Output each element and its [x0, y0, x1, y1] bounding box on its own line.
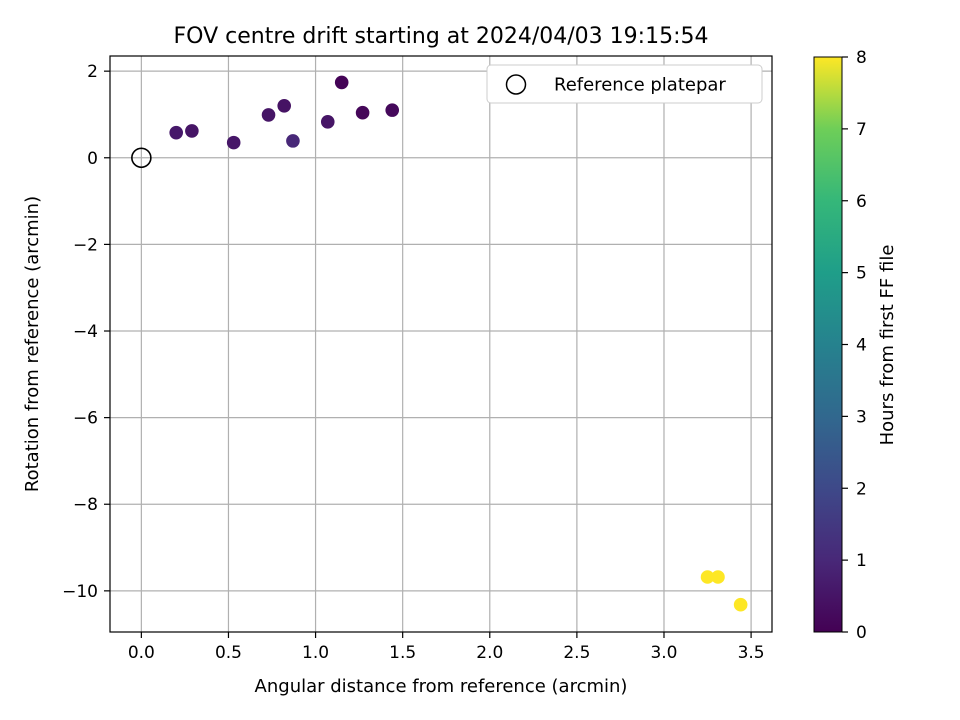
colorbar-tick-label-4: 4 [856, 336, 867, 356]
colorbar-tick-label-8: 8 [856, 48, 867, 68]
data-point-9 [385, 103, 400, 117]
x-tick-label-3: 1.5 [389, 643, 416, 663]
x-axis-ticks: 0.0 0.5 1.0 1.5 2.0 2.5 3.0 3.5 [128, 632, 765, 663]
y-tick-label-4: −6 [73, 409, 98, 429]
x-tick-label-1: 0.5 [215, 643, 242, 663]
y-tick-label-3: −4 [73, 322, 98, 342]
colorbar-tick-label-7: 7 [856, 120, 867, 140]
x-tick-label-2: 1.0 [302, 643, 329, 663]
data-point-11 [711, 570, 725, 584]
data-points [169, 75, 748, 612]
data-point-12 [733, 597, 748, 612]
legend-reference-label: Reference platepar [554, 75, 726, 96]
legend: Reference platepar [486, 64, 763, 104]
y-tick-label-6: −10 [62, 582, 98, 602]
legend-box [486, 64, 763, 104]
colorbar-tick-label-3: 3 [856, 407, 867, 427]
data-point-4 [277, 99, 292, 113]
x-tick-label-6: 3.0 [650, 643, 677, 663]
data-point-8 [355, 105, 370, 120]
data-point-1 [185, 124, 199, 138]
y-tick-label-1: 0 [87, 149, 98, 169]
colorbar-label: Hours from first FF file [877, 245, 898, 446]
colorbar-tick-label-6: 6 [856, 192, 867, 212]
x-tick-label-5: 2.5 [563, 643, 590, 663]
colorbar-ticks: 0 1 2 3 4 5 6 7 8 [842, 48, 867, 643]
reference-marker-layer [131, 147, 152, 169]
x-tick-label-7: 3.5 [738, 643, 765, 663]
plot-background [110, 56, 772, 632]
data-point-5 [286, 134, 300, 148]
plot-frame [109, 55, 773, 633]
reference-marker [131, 147, 152, 169]
x-tick-label-0: 0.0 [128, 643, 155, 663]
y-tick-label-0: 2 [87, 62, 98, 82]
y-tick-label-5: −8 [73, 495, 98, 515]
data-point-6 [320, 115, 335, 129]
y-axis-ticks: 2 0 −2 −4 −6 −8 −10 [62, 62, 110, 602]
data-point-2 [226, 135, 241, 150]
colorbar-tick-label-0: 0 [856, 623, 867, 643]
colorbar: 0 1 2 3 4 5 6 7 8 Hours from first FF file [813, 48, 898, 643]
chart-title: FOV centre drift starting at 2024/04/03 … [174, 24, 709, 49]
colorbar-gradient [813, 56, 843, 633]
data-point-7 [334, 75, 349, 90]
legend-reference-marker [505, 74, 527, 95]
grid-lines [110, 56, 772, 632]
data-point-0 [169, 125, 183, 140]
colorbar-tick-label-1: 1 [856, 551, 867, 571]
x-axis-label: Angular distance from reference (arcmin) [255, 676, 628, 697]
data-point-10 [700, 570, 715, 584]
data-point-3 [261, 108, 276, 122]
y-axis-label: Rotation from reference (arcmin) [22, 196, 43, 492]
y-tick-label-2: −2 [73, 235, 98, 255]
plot-area: 0.0 0.5 1.0 1.5 2.0 2.5 3.0 3.5 2 0 −2 −4 −6 −8 −10 [62, 55, 773, 663]
colorbar-tick-label-5: 5 [856, 264, 867, 284]
colorbar-tick-label-2: 2 [856, 479, 867, 499]
x-tick-label-4: 2.0 [476, 643, 503, 663]
